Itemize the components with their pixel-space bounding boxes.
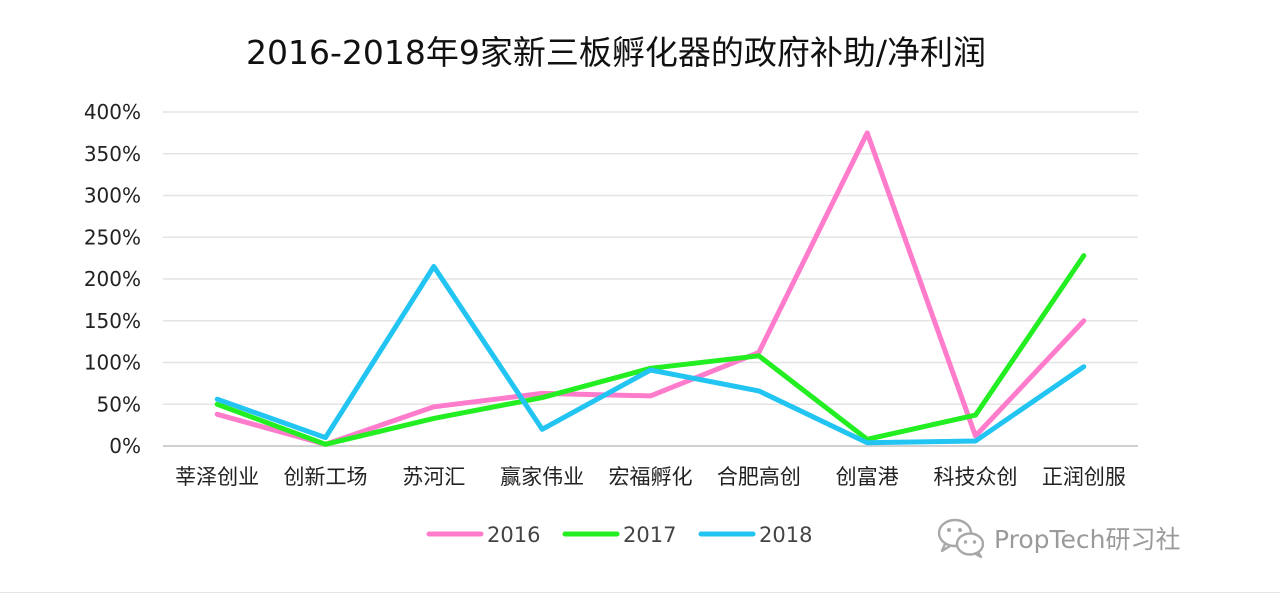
x-tick-label: 科技众创: [934, 465, 1018, 489]
y-tick-label: 50%: [97, 392, 141, 416]
y-tick-label: 200%: [84, 267, 141, 291]
watermark-text: PropTech研习社: [994, 525, 1181, 554]
watermark: PropTech研习社: [936, 516, 1181, 560]
series-line-2018: [214, 264, 1087, 446]
bottom-divider: [0, 592, 1280, 593]
x-tick-label: 创新工场: [284, 465, 368, 489]
y-tick-label: 150%: [84, 309, 141, 333]
legend-label-2016: 2016: [487, 523, 540, 547]
y-tick-label: 350%: [84, 142, 141, 166]
y-tick-label: 0%: [109, 434, 141, 458]
series-line-2016: [214, 130, 1087, 447]
y-tick-label: 300%: [84, 184, 141, 208]
legend-label-2017: 2017: [623, 523, 676, 547]
x-tick-label: 创富港: [836, 465, 899, 489]
x-tick-label: 宏福孵化: [609, 465, 693, 489]
series-lines: [214, 130, 1087, 447]
legend: 2016 2017 2018: [426, 523, 812, 547]
y-axis: 0% 50% 100% 150% 200% 250% 300% 350% 400%: [84, 100, 141, 458]
wechat-icon: [937, 518, 985, 559]
x-tick-label: 赢家伟业: [500, 465, 584, 489]
chart-title: 2016-2018年9家新三板孵化器的政府补助/净利润: [246, 33, 986, 72]
x-axis: 莘泽创业 创新工场 苏河汇 赢家伟业 宏福孵化 合肥高创 创富港 科技众创 正润创服: [175, 465, 1126, 489]
series-line-2017: [214, 253, 1087, 447]
x-tick-label: 正润创服: [1042, 465, 1126, 489]
x-tick-label: 合肥高创: [717, 465, 801, 489]
x-tick-label: 莘泽创业: [175, 465, 259, 489]
y-tick-label: 400%: [84, 100, 141, 124]
y-tick-label: 250%: [84, 225, 141, 249]
grid: [163, 111, 1138, 447]
legend-label-2018: 2018: [759, 523, 812, 547]
x-tick-label: 苏河汇: [402, 465, 465, 489]
y-tick-label: 100%: [84, 351, 141, 375]
